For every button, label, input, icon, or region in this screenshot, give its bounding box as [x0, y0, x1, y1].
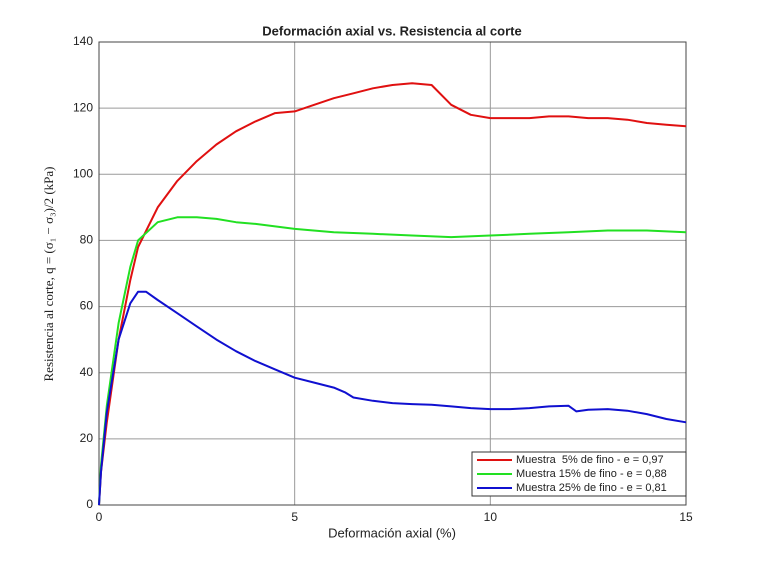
x-tick-label: 15: [679, 510, 693, 524]
y-tick-label: 60: [80, 299, 94, 313]
y-tick-label: 80: [80, 233, 94, 247]
x-tick-label: 10: [484, 510, 498, 524]
y-tick-label: 0: [86, 497, 93, 511]
data-line: [98, 216, 687, 506]
legend-label: Muestra 25% de fino - e = 0,81: [516, 482, 667, 494]
data-line: [98, 290, 687, 506]
y-tick-label: 140: [73, 34, 93, 48]
legend-label: Muestra 15% de fino - e = 0,88: [516, 468, 667, 480]
legend-label: Muestra 5% de fino - e = 0,97: [516, 454, 664, 466]
y-axis-label: Resistencia al corte, q = (σ₁ − σ₃)/2 (k…: [41, 167, 56, 382]
x-tick-label: 5: [291, 510, 298, 524]
x-axis-label: Deformación axial (%): [328, 525, 456, 540]
plot-frame: [98, 41, 687, 506]
data-line: [98, 82, 687, 506]
y-tick-label: 120: [73, 100, 93, 114]
chart-title: Deformación axial vs. Resistencia al cor…: [262, 23, 521, 38]
x-tick-label: 0: [96, 510, 103, 524]
y-tick-label: 40: [80, 365, 94, 379]
y-tick-label: 100: [73, 166, 93, 180]
y-tick-label: 20: [80, 431, 94, 445]
